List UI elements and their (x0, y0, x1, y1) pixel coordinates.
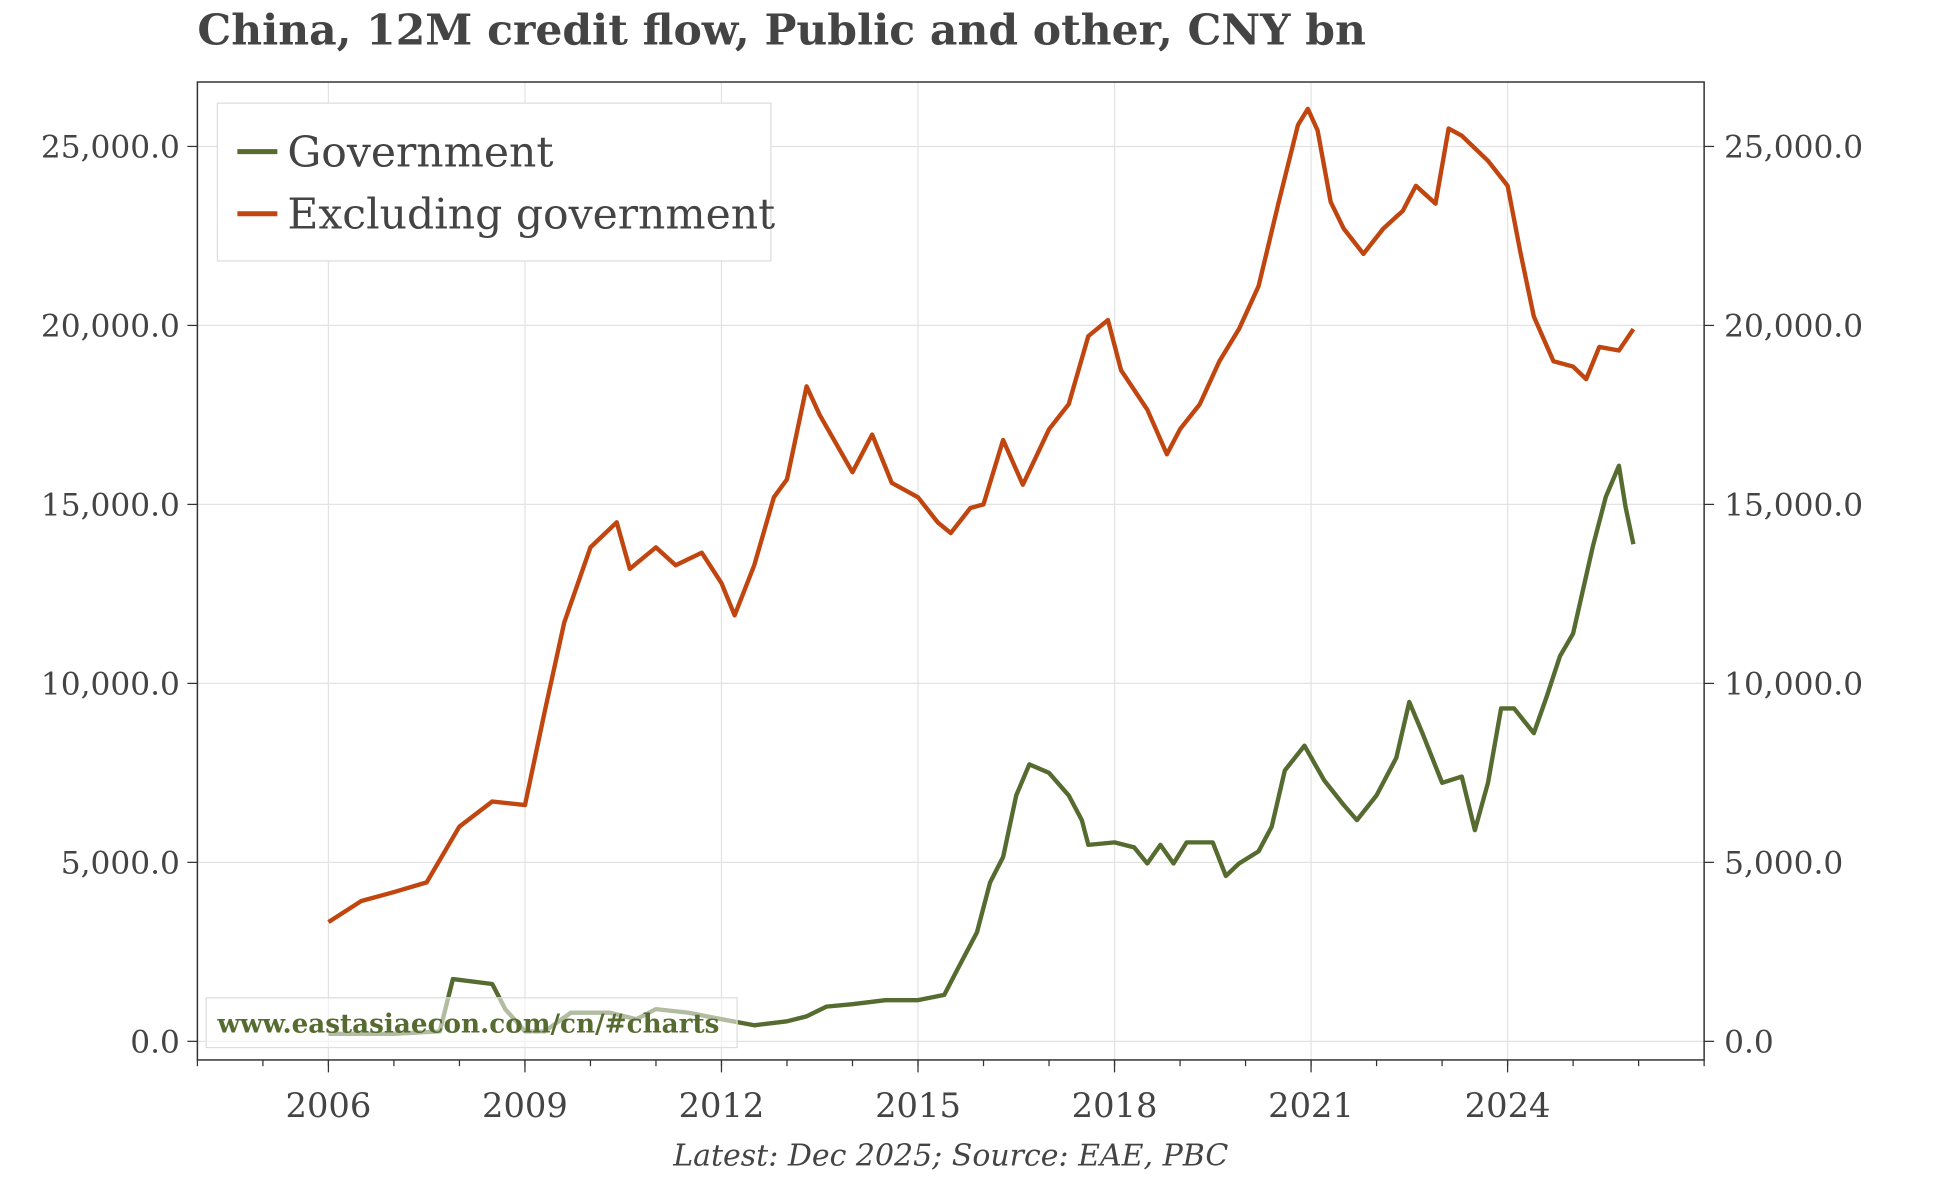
y-tick-label: 5,000.0 (61, 846, 180, 882)
series-line (327, 106, 1636, 924)
y-tick-label: 25,000.0 (41, 130, 180, 166)
y-tick-label: 20,000.0 (41, 309, 180, 345)
plot-frame (196, 81, 1705, 1061)
legend-box (216, 102, 772, 262)
x-tick-label: 2021 (1268, 1086, 1354, 1125)
chart-title: China, 12M credit flow, Public and other… (197, 5, 1365, 55)
y2-tick-label: 10,000.0 (1724, 667, 1863, 703)
x-tick-label: 2024 (1465, 1086, 1551, 1125)
y2-tick-label: 25,000.0 (1724, 130, 1863, 166)
x-tick-label: 2015 (875, 1086, 961, 1125)
watermark: www.eastasiaecon.com/cn/#charts (216, 1009, 719, 1040)
x-tick-label: 2012 (679, 1086, 765, 1125)
y2-tick-label: 0.0 (1724, 1025, 1774, 1061)
y2-tick-label: 5,000.0 (1724, 846, 1843, 882)
x-tick-label: 2009 (482, 1086, 568, 1125)
legend-label: Excluding government (287, 190, 775, 239)
x-tick-label: 2018 (1072, 1086, 1158, 1125)
y-tick-label: 15,000.0 (41, 488, 180, 524)
source-note: Latest: Dec 2025; Source: EAE, PBC (672, 1139, 1228, 1174)
x-tick-label: 2006 (286, 1086, 372, 1125)
watermark-bg (205, 997, 738, 1049)
y-tick-label: 10,000.0 (41, 667, 180, 703)
series-line (328, 463, 1636, 1037)
y2-tick-label: 20,000.0 (1724, 309, 1863, 345)
legend-label: Government (287, 128, 553, 177)
y-tick-label: 0.0 (130, 1025, 180, 1061)
y2-tick-label: 15,000.0 (1724, 488, 1863, 524)
